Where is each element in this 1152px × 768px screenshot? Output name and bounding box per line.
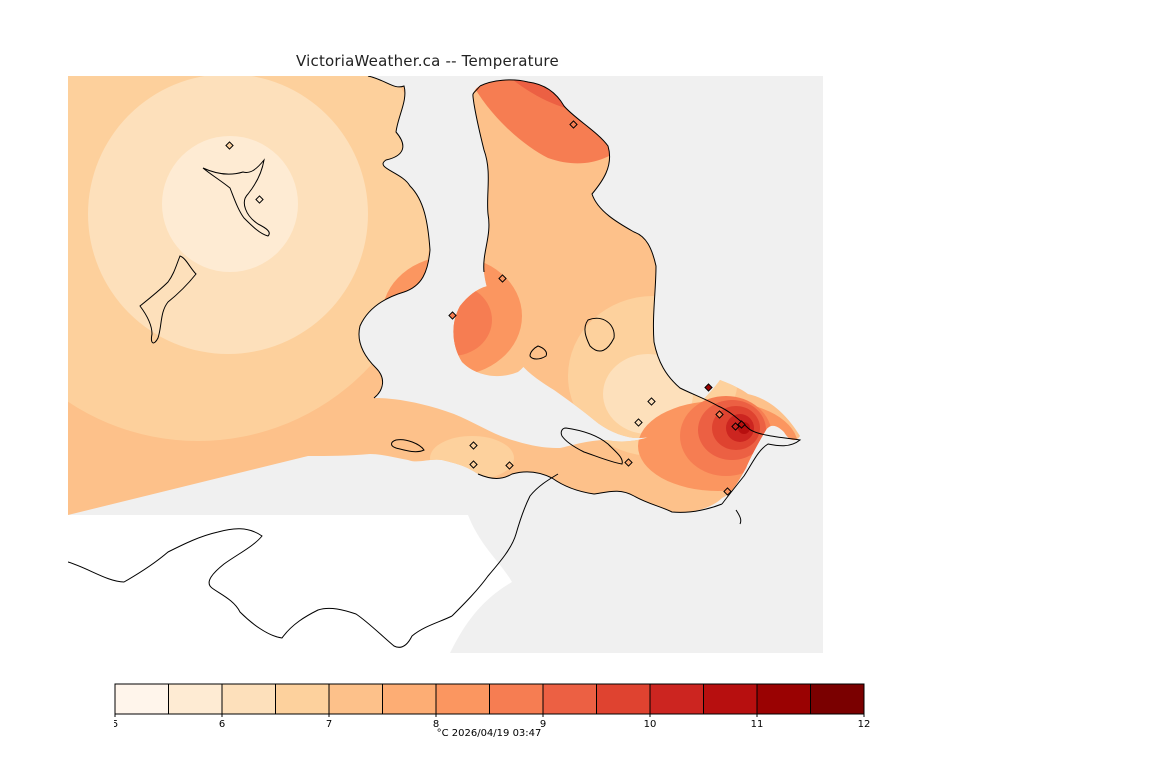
legend-tick-label: 8 [433,719,439,730]
legend-bin-10 [650,684,704,714]
map-title: VictoriaWeather.ca -- Temperature [296,52,559,70]
station-marker[interactable] [624,458,633,467]
station-marker[interactable] [469,441,478,450]
station-marker[interactable] [704,383,713,392]
legend-tick-label: 9 [540,719,546,730]
legend-caption: °C 2026/04/19 03:47 [437,728,542,739]
station-marker[interactable] [723,487,732,496]
legend-bin-1 [168,684,222,714]
legend-bin-2 [222,684,276,714]
legend-bin-11 [703,684,757,714]
legend-bin-8 [543,684,597,714]
station-marker[interactable] [737,420,746,429]
color-legend: 5 6 7 8 9 10 11 12 °C 2026/04/19 03:47 [114,683,870,739]
station-marker[interactable] [225,141,234,150]
legend-bin-7 [489,684,543,714]
legend-tick-label: 6 [219,719,225,730]
legend-bin-4 [329,684,383,714]
legend-bin-9 [596,684,650,714]
station-marker[interactable] [505,461,514,470]
station-marker[interactable] [255,195,264,204]
station-marker[interactable] [731,422,740,431]
legend-tick-label: 11 [751,719,764,730]
legend-bin-0 [115,684,169,714]
station-marker[interactable] [715,410,724,419]
legend-bin-12 [757,684,811,714]
legend-tick-label: 5 [114,719,118,730]
station-marker[interactable] [469,460,478,469]
legend-tick-label: 7 [326,719,332,730]
legend-frame [114,683,865,715]
station-marker[interactable] [498,274,507,283]
temperature-map [68,76,823,653]
weather-stations [225,120,746,496]
legend-bin-3 [275,684,329,714]
station-marker[interactable] [569,120,578,129]
legend-tick-label: 10 [644,719,657,730]
station-marker[interactable] [448,311,457,320]
legend-color-bins [115,684,864,714]
legend-bin-13 [810,684,864,714]
legend-tick-label: 12 [858,719,871,730]
station-marker[interactable] [647,397,656,406]
legend-bin-6 [436,684,490,714]
legend-bin-5 [382,684,436,714]
station-marker[interactable] [634,418,643,427]
legend-ticks: 5 6 7 8 9 10 11 12 [114,714,870,730]
